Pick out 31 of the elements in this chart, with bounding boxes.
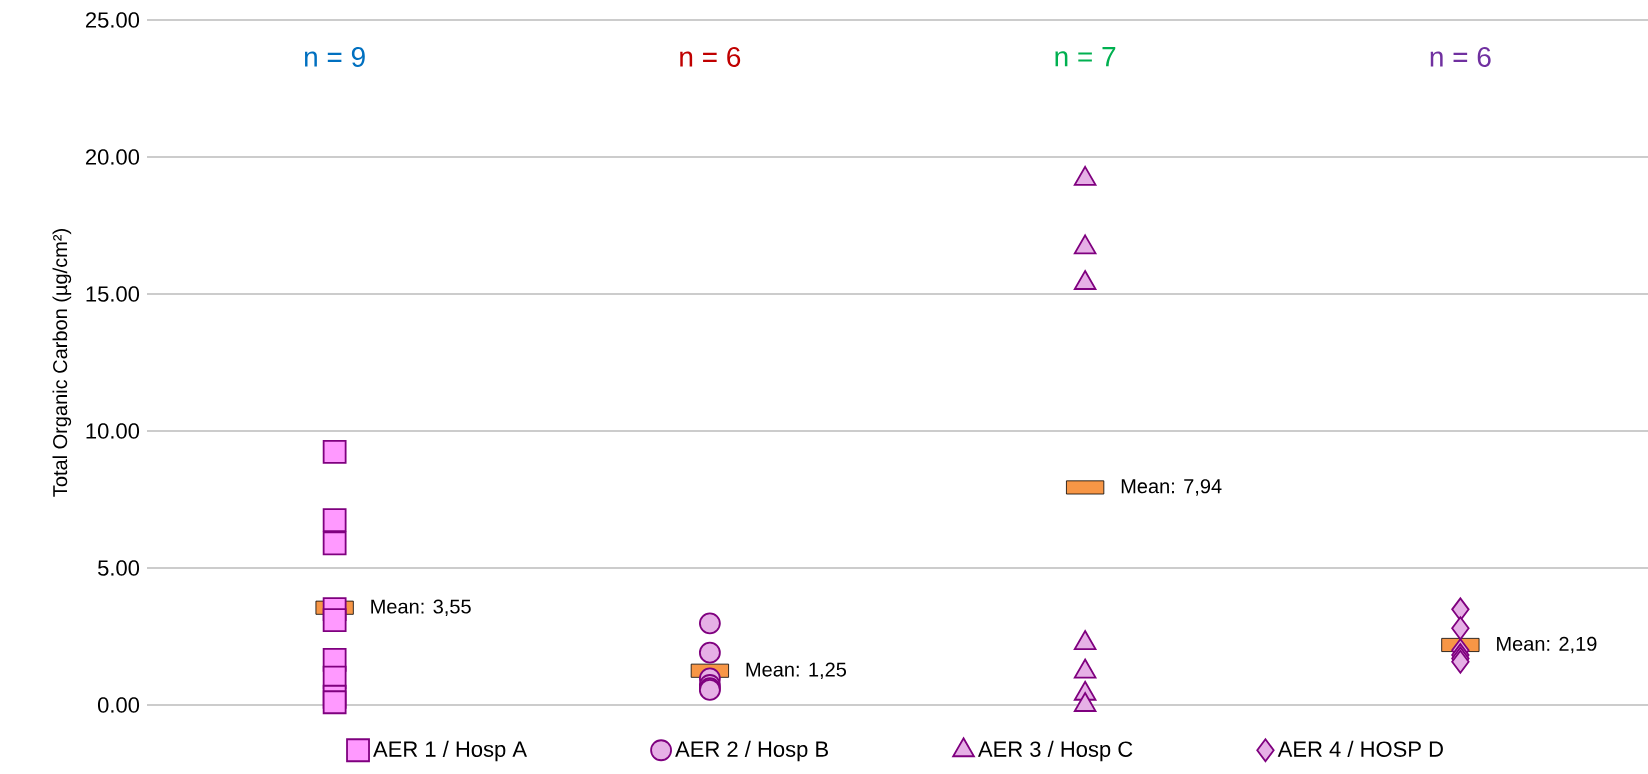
point — [1073, 270, 1097, 290]
legend-label: AER 1 / Hosp A — [373, 740, 528, 762]
data-label: Mean: 1,25 — [746, 662, 847, 680]
annotation: n = 6 — [680, 47, 741, 67]
data-label: Mean: 2,19 — [1497, 636, 1597, 654]
point — [1451, 597, 1470, 622]
point — [698, 612, 721, 635]
point — [1451, 616, 1470, 641]
y-tick-label: 5.00 — [98, 560, 140, 576]
legend-label: AER 4 / HOSP D — [1277, 740, 1443, 757]
point — [322, 439, 347, 464]
y-tick-label: 25.00 — [85, 12, 140, 28]
annotation: n = 7 — [1055, 47, 1116, 67]
point — [322, 531, 347, 556]
point — [322, 508, 347, 532]
data-label: Mean: 7,94 — [1121, 479, 1222, 496]
y-tick-label: 20.00 — [85, 149, 140, 165]
legend-label: AER 3 / Hosp C — [977, 740, 1133, 762]
legend-label: AER 2 / Hosp B — [675, 740, 828, 762]
annotation: n = 9 — [304, 47, 365, 67]
data-label: Mean: 3,55 — [371, 599, 471, 616]
point — [1073, 166, 1097, 186]
y-tick-label: 0.00 — [97, 697, 140, 713]
annotation: n = 6 — [1430, 47, 1491, 67]
point — [322, 690, 347, 715]
point — [698, 641, 721, 664]
y-tick-label: 15.00 — [86, 286, 140, 302]
point — [1073, 234, 1097, 255]
y-tick-label: 10.00 — [86, 423, 140, 439]
y-axis-title: Total Organic Carbon (µg/cm²) — [52, 229, 72, 497]
point — [322, 608, 347, 632]
